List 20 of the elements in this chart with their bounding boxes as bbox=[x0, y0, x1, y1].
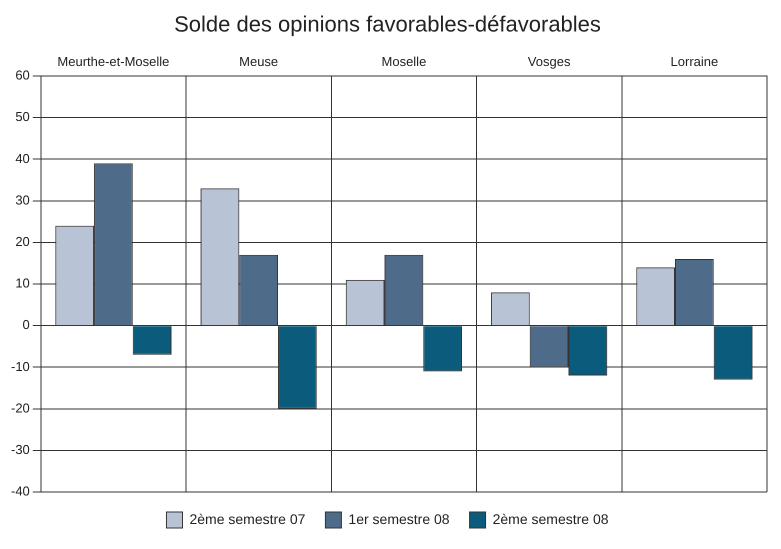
y-tick-label: 0 bbox=[22, 317, 30, 332]
y-tick-label: -40 bbox=[10, 484, 30, 499]
x-tick-label: Moselle bbox=[381, 54, 426, 69]
y-tick-label: 20 bbox=[15, 234, 30, 249]
y-tick-label: 40 bbox=[15, 150, 30, 166]
chart-title: Solde des opinions favorables-défavorables bbox=[174, 11, 601, 36]
x-tick-label: Meurthe-et-Moselle bbox=[57, 54, 170, 69]
x-tick-label: Meuse bbox=[239, 54, 278, 69]
y-tick-label: 50 bbox=[15, 109, 30, 124]
y-tick-label: 10 bbox=[15, 276, 30, 291]
y-tick-label: -20 bbox=[10, 400, 30, 416]
x-tick-label: Vosges bbox=[528, 54, 571, 69]
y-tick-label: -30 bbox=[10, 442, 30, 457]
y-tick-label: 60 bbox=[15, 68, 30, 83]
x-tick-label: Lorraine bbox=[670, 54, 718, 69]
legend-label: 1er semestre 08 bbox=[348, 510, 450, 527]
y-tick-label: 30 bbox=[15, 192, 30, 208]
legend-label: 2ème semestre 08 bbox=[492, 510, 609, 527]
y-tick-label: -10 bbox=[10, 358, 30, 374]
legend-label: 2ème semestre 07 bbox=[189, 510, 306, 527]
